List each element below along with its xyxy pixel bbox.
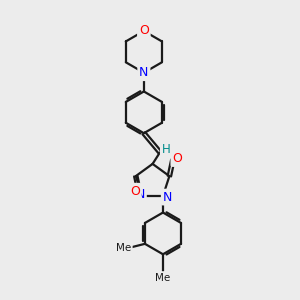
Text: N: N: [139, 66, 148, 79]
Text: O: O: [172, 152, 182, 165]
Text: N: N: [163, 190, 172, 204]
Text: H: H: [132, 190, 141, 204]
Text: N: N: [136, 188, 145, 201]
Text: O: O: [130, 185, 140, 198]
Text: H: H: [162, 143, 170, 156]
Text: Me: Me: [155, 273, 171, 283]
Text: Me: Me: [116, 242, 131, 253]
Text: O: O: [139, 25, 149, 38]
